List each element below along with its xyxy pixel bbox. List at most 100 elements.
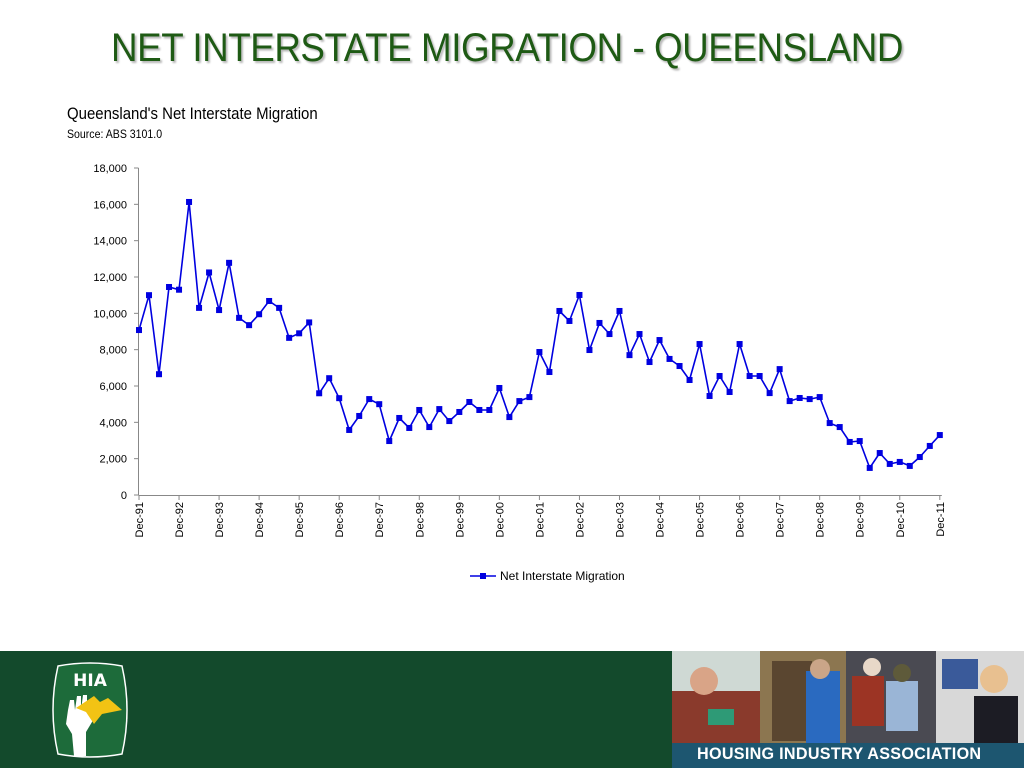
data-point-marker: [346, 426, 353, 433]
legend-label: Net Interstate Migration: [500, 569, 625, 583]
data-point-marker: [676, 363, 683, 370]
data-point-marker: [696, 341, 703, 348]
data-point-marker: [436, 406, 443, 413]
roof-icon: [76, 696, 122, 724]
data-point-marker: [816, 394, 823, 401]
data-point-marker: [176, 286, 183, 293]
data-point-marker: [466, 398, 473, 405]
data-point-marker: [546, 369, 553, 376]
data-point-marker: [136, 327, 142, 334]
x-tick-label: Dec-10: [895, 502, 907, 537]
y-tick-label: 16,000: [93, 199, 127, 211]
data-point-marker: [206, 269, 213, 276]
data-point-marker: [806, 396, 813, 403]
x-tick-label: Dec-91: [134, 502, 146, 537]
x-tick-label: Dec-06: [735, 502, 747, 537]
y-tick-label: 14,000: [93, 236, 127, 248]
data-point-marker: [656, 337, 663, 344]
photo-banner: HOUSING INDUSTRY ASSOCIATION: [672, 651, 1024, 768]
x-tick-label: Dec-09: [855, 502, 867, 537]
data-point-marker: [186, 198, 193, 205]
person-3: [852, 676, 884, 726]
data-point-marker: [876, 450, 883, 457]
person-4: [980, 665, 1008, 693]
data-point-marker: [556, 307, 563, 314]
x-tick-label: Dec-99: [454, 502, 466, 537]
data-point-marker: [716, 373, 723, 380]
hia-logo: HIA: [52, 662, 128, 758]
x-tick-label: Dec-94: [254, 502, 266, 537]
data-point-marker: [376, 401, 383, 408]
data-point-marker: [726, 388, 733, 395]
data-point-marker: [896, 458, 903, 465]
data-point-marker: [296, 330, 303, 337]
data-point-marker: [516, 398, 523, 405]
banner-text: HOUSING INDUSTRY ASSOCIATION: [697, 744, 982, 763]
data-point-marker: [276, 304, 283, 311]
x-tick-label: Dec-08: [815, 502, 827, 537]
data-point-marker: [506, 414, 513, 421]
data-point-marker: [416, 406, 423, 413]
data-point-marker: [236, 314, 243, 321]
slide-title: NET INTERSTATE MIGRATION - QUEENSLAND: [111, 26, 903, 70]
data-point-marker: [366, 396, 373, 403]
data-point-marker: [686, 377, 693, 384]
x-tick-label: Dec-93: [214, 502, 226, 537]
chart-title: Queensland's Net Interstate Migration: [67, 104, 318, 123]
data-point-marker: [636, 331, 643, 338]
data-point-marker: [406, 424, 413, 431]
data-point-marker: [606, 331, 613, 338]
photo-collage: [672, 651, 1024, 768]
data-point-marker: [266, 297, 273, 304]
series-net-interstate-migration: [136, 198, 943, 471]
data-point-marker: [736, 341, 743, 348]
y-tick-label: 18,000: [93, 163, 127, 175]
data-point-marker: [666, 355, 673, 362]
data-point-marker: [396, 414, 403, 421]
x-tick-label: Dec-02: [574, 502, 586, 537]
data-point-marker: [906, 462, 913, 469]
data-point-marker: [566, 317, 573, 324]
data-point-marker: [196, 304, 203, 311]
data-point-marker: [256, 311, 263, 318]
data-point-marker: [776, 366, 783, 373]
x-tick-label: Dec-92: [174, 502, 186, 537]
data-point-marker: [886, 460, 893, 467]
data-point-marker: [936, 432, 943, 439]
data-point-marker: [476, 406, 483, 413]
data-point-marker: [526, 394, 533, 401]
data-point-marker: [326, 375, 333, 382]
x-tick-label: Dec-00: [494, 502, 506, 537]
y-tick-label: 2,000: [99, 454, 127, 466]
data-point-marker: [596, 319, 603, 326]
person-2: [806, 671, 840, 743]
data-point-marker: [146, 292, 153, 299]
y-tick-label: 0: [121, 490, 127, 502]
data-point-marker: [766, 390, 773, 397]
data-point-marker: [316, 390, 323, 397]
data-point-marker: [246, 322, 253, 329]
data-point-marker: [836, 424, 843, 431]
data-point-marker: [926, 442, 933, 449]
data-point-marker: [356, 412, 363, 419]
y-tick-label: 6,000: [99, 381, 127, 393]
person-1: [690, 667, 718, 695]
x-tick-label: Dec-98: [414, 502, 426, 537]
data-point-marker: [846, 438, 853, 445]
legend: Net Interstate Migration: [470, 569, 625, 583]
x-tick-label: Dec-01: [534, 502, 546, 537]
data-point-marker: [426, 424, 433, 431]
x-tick-label: Dec-11: [935, 502, 947, 537]
data-point-marker: [306, 319, 313, 326]
data-point-marker: [386, 438, 393, 445]
chart-source: Source: ABS 3101.0: [67, 127, 163, 141]
y-axis: 0 2,000 4,000 6,000 8,000 10,000 12,000 14,000 1…: [93, 163, 139, 502]
x-tick-label: Dec-05: [695, 502, 707, 537]
data-point-marker: [216, 307, 223, 314]
data-point-marker: [576, 291, 583, 298]
data-point-marker: [286, 334, 293, 341]
banner-band: [672, 743, 1024, 768]
data-point-marker: [756, 373, 763, 380]
data-point-marker: [646, 359, 653, 366]
logo-text: HIA: [73, 671, 108, 691]
